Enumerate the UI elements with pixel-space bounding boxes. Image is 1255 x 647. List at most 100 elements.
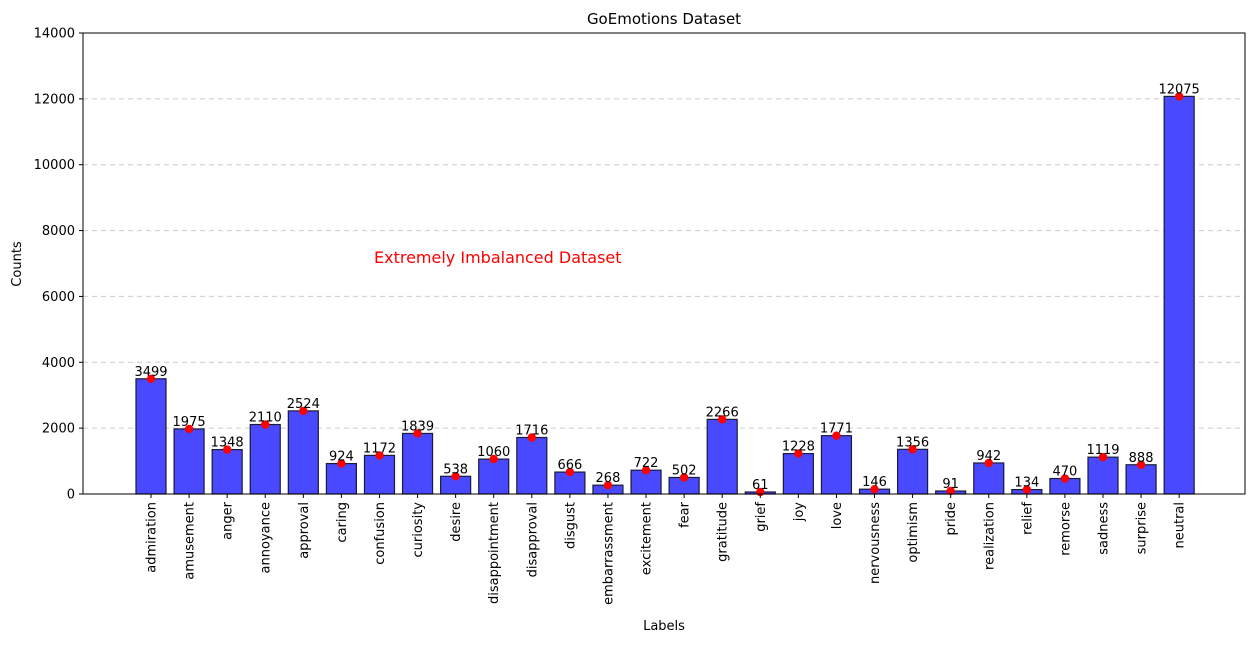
y-tick-label: 14000 <box>34 27 75 42</box>
value-label-curiosity: 1839 <box>401 419 434 434</box>
chart-annotation: Extremely Imbalanced Dataset <box>374 248 622 267</box>
bar-curiosity <box>401 432 434 495</box>
value-label-desire: 538 <box>443 462 468 477</box>
x-tick-label-optimism: optimism <box>906 502 921 563</box>
bar-gratitude <box>706 418 738 495</box>
value-label-sadness: 1119 <box>1086 443 1119 458</box>
bar-anger <box>211 449 243 495</box>
x-tick-label-admiration: admiration <box>145 502 160 573</box>
x-tick-label-caring: caring <box>335 502 350 543</box>
marker-nervousness <box>870 484 879 494</box>
value-label-caring: 924 <box>329 450 354 465</box>
value-label-admiration: 3499 <box>134 365 167 380</box>
bar-sadness <box>1087 456 1119 495</box>
bar-annoyance <box>249 423 281 495</box>
value-label-excitement: 722 <box>634 456 659 471</box>
marker-optimism <box>908 445 917 454</box>
value-label-nervousness: 146 <box>862 475 887 490</box>
chart-title: GoEmotions Dataset <box>587 10 741 28</box>
x-tick-label-fear: fear <box>678 501 693 528</box>
value-label-disgust: 666 <box>557 458 582 473</box>
x-tick-label-confusion: confusion <box>373 502 388 565</box>
x-tick-label-curiosity: curiosity <box>411 502 426 558</box>
marker-confusion <box>375 451 384 460</box>
marker-relief <box>1022 485 1032 494</box>
value-label-neutral: 12075 <box>1158 82 1199 97</box>
marker-joy <box>794 449 803 458</box>
bar-neutral <box>1163 95 1195 495</box>
x-tick-label-surprise: surprise <box>1135 502 1150 554</box>
value-label-fear: 502 <box>672 463 697 478</box>
bar-confusion <box>363 454 396 495</box>
marker-annoyance <box>261 420 270 429</box>
x-tick-label-neutral: neutral <box>1173 502 1188 549</box>
bars-group <box>135 95 1195 495</box>
value-label-disappointment: 1060 <box>477 445 510 460</box>
y-tick-label: 6000 <box>42 290 75 305</box>
marker-disgust <box>565 467 575 477</box>
x-tick-label-approval: approval <box>297 502 312 559</box>
x-tick-label-embarrassment: embarrassment <box>601 502 616 605</box>
marker-admiration <box>146 374 156 383</box>
bar-realization <box>973 462 1005 495</box>
value-label-gratitude: 2266 <box>706 405 739 420</box>
marker-approval <box>299 406 308 416</box>
x-tick-label-remorse: remorse <box>1058 502 1073 556</box>
x-tick-label-relief: relief <box>1020 502 1035 535</box>
bar-approval <box>287 410 319 495</box>
value-label-disapproval: 1716 <box>515 423 548 438</box>
y-tick-label: 4000 <box>42 356 75 371</box>
marker-surprise <box>1136 460 1146 469</box>
y-tick-label: 0 <box>67 488 75 503</box>
grid-lines <box>83 98 1245 429</box>
plot-frame <box>82 32 1246 495</box>
value-label-surprise: 888 <box>1129 451 1154 466</box>
bar-disappointment <box>478 458 510 495</box>
bar-joy <box>782 452 814 495</box>
marker-remorse <box>1060 474 1070 483</box>
marker-embarrassment <box>603 480 613 490</box>
value-label-remorse: 470 <box>1053 465 1078 480</box>
value-label-love: 1771 <box>820 422 853 437</box>
bar-caring <box>325 462 357 495</box>
y-tick-label: 2000 <box>42 422 75 437</box>
y-tick-label: 10000 <box>34 158 75 173</box>
x-tick-label-grief: grief <box>754 502 769 532</box>
x-tick-label-disgust: disgust <box>563 502 578 549</box>
value-label-embarrassment: 268 <box>596 471 621 486</box>
value-label-realization: 942 <box>976 449 1001 464</box>
value-label-annoyance: 2110 <box>249 411 282 426</box>
value-label-grief: 61 <box>752 478 769 493</box>
y-tick-label: 8000 <box>42 224 75 239</box>
value-label-confusion: 1172 <box>363 441 396 456</box>
y-axis: 0 2000 4000 6000 8000 10000 12000 14000 <box>34 27 83 503</box>
x-tick-label-joy: joy <box>792 502 807 523</box>
bar-optimism <box>896 448 929 495</box>
marker-realization <box>984 458 993 468</box>
marker-desire <box>451 472 460 481</box>
marker-disapproval <box>527 433 536 442</box>
value-label-optimism: 1356 <box>896 435 929 450</box>
x-tick-label-love: love <box>830 502 845 529</box>
x-tick-label-desire: desire <box>449 502 464 542</box>
x-tick-label-disapproval: disapproval <box>525 502 540 577</box>
x-tick-label-amusement: amusement <box>183 502 198 580</box>
x-axis-label: Labels <box>643 619 685 634</box>
marker-neutral <box>1174 92 1184 101</box>
bar-disapproval <box>516 436 548 495</box>
x-tick-label-anger: anger <box>221 501 236 539</box>
bar-admiration <box>135 378 167 495</box>
bar-love <box>820 435 853 495</box>
value-label-anger: 1348 <box>211 436 244 451</box>
value-label-joy: 1228 <box>782 440 815 455</box>
value-label-relief: 134 <box>1014 476 1039 491</box>
value-label-amusement: 1975 <box>173 415 206 430</box>
x-tick-label-gratitude: gratitude <box>716 502 731 562</box>
value-labels-group: 3499 1975 1348 2110 2524 924 1172 1839 538 1060 17… <box>134 82 1199 493</box>
bar-amusement <box>173 428 205 495</box>
value-label-pride: 91 <box>942 477 959 492</box>
y-tick-label: 12000 <box>34 92 75 107</box>
x-tick-label-annoyance: annoyance <box>259 502 274 573</box>
